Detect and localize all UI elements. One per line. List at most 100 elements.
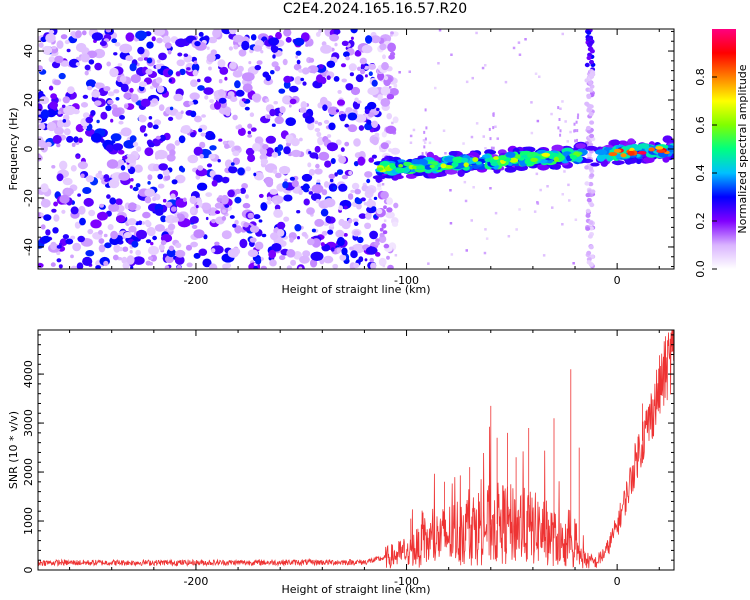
- heatmap-noise-cell: [253, 45, 263, 52]
- heatmap-noise-cell: [232, 223, 237, 228]
- heatmap-noise-cell: [250, 34, 257, 41]
- heatmap-noise-cell: [64, 39, 70, 45]
- heatmap-trace-cell: [398, 164, 404, 168]
- heatmap-noise-cell: [258, 219, 263, 223]
- heatmap-streak-cell: [588, 142, 594, 147]
- heatmap-trace-cell: [411, 165, 418, 170]
- heatmap-noise-cell: [61, 104, 66, 109]
- heatmap-noise-cell: [260, 202, 268, 211]
- heatmap-noise-cell: [221, 176, 230, 184]
- heatmap-noise-cell: [298, 266, 303, 269]
- heatmap-noise-cell: [269, 108, 276, 117]
- heatmap-noise-cell: [57, 110, 62, 115]
- heatmap-noise-cell: [285, 36, 292, 43]
- heatmap-noise-cell: [48, 85, 54, 91]
- heatmap-noise-cell: [109, 197, 117, 205]
- heatmap-noise-cell: [201, 114, 207, 118]
- heatmap-spike-cell: [492, 113, 495, 117]
- heatmap-noise-cell: [157, 183, 165, 189]
- heatmap-noise-cell: [224, 204, 230, 208]
- heatmap-noise-cell: [247, 249, 259, 258]
- heatmap-noise-cell: [365, 187, 375, 195]
- heatmap-noise-cell: [320, 76, 327, 85]
- heatmap-noise-cell: [333, 76, 340, 82]
- heatmap-sparse-cell: [471, 76, 474, 80]
- heatmap-noise-cell: [365, 246, 378, 255]
- heatmap-noise-cell: [82, 112, 90, 119]
- heatmap-sparse-cell: [438, 29, 442, 32]
- heatmap-noise-cell: [283, 75, 292, 83]
- heatmap-noise-cell: [170, 193, 176, 199]
- heatmap-noise-cell: [132, 256, 145, 265]
- heatmap-noise-cell: [315, 199, 321, 204]
- heatmap-noise-cell: [385, 125, 397, 134]
- heatmap-noise-cell: [254, 241, 264, 250]
- heatmap-noise-cell: [295, 50, 302, 56]
- heatmap-noise-cell: [354, 97, 359, 103]
- heatmap-sparse-cell: [536, 119, 540, 123]
- heatmap-noise-cell: [158, 244, 165, 251]
- heatmap-noise-cell: [296, 59, 301, 65]
- heatmap-noise-cell: [166, 248, 176, 258]
- heatmap-noise-cell: [129, 185, 133, 189]
- heatmap-noise-cell: [254, 64, 262, 71]
- heatmap-noise-cell: [58, 72, 66, 80]
- heatmap-trace-cell: [600, 159, 609, 167]
- heatmap-noise-cell: [325, 215, 332, 223]
- heatmap-x-tick-label: -200: [183, 274, 208, 287]
- heatmap-streak-cell: [587, 47, 593, 52]
- heatmap-noise-cell: [82, 187, 92, 194]
- heatmap-y-tick-label: 0: [22, 146, 35, 153]
- heatmap-noise-cell: [85, 79, 97, 88]
- heatmap-noise-cell: [94, 62, 103, 71]
- heatmap-sparse-cell: [470, 219, 473, 222]
- heatmap-noise-cell: [38, 139, 47, 148]
- heatmap-sparse-cell: [574, 218, 578, 221]
- heatmap-noise-cell: [299, 255, 310, 264]
- heatmap-noise-cell: [324, 160, 332, 168]
- heatmap-noise-cell: [390, 147, 401, 155]
- heatmap-noise-cell: [144, 196, 152, 204]
- heatmap-noise-cell: [318, 29, 323, 33]
- heatmap-noise-cell: [70, 265, 78, 269]
- heatmap-noise-cell: [168, 78, 172, 83]
- heatmap-noise-cell: [218, 195, 223, 199]
- heatmap-noise-cell: [169, 106, 174, 111]
- heatmap-sparse-cell: [465, 249, 468, 252]
- heatmap-noise-cell: [203, 234, 208, 240]
- heatmap-noise-cell: [133, 164, 143, 173]
- heatmap-noise-cell: [347, 124, 358, 133]
- heatmap-streak-cell: [588, 166, 594, 171]
- heatmap-noise-cell: [278, 112, 282, 117]
- heatmap-noise-cell: [119, 75, 127, 83]
- colorbar-tick-label: 0.0: [694, 260, 707, 278]
- heatmap-noise-cell: [278, 88, 286, 94]
- heatmap-noise-cell: [145, 239, 152, 244]
- heatmap-sparse-cell: [484, 64, 487, 67]
- heatmap-noise-cell: [273, 208, 283, 218]
- heatmap-noise-cell: [274, 65, 281, 72]
- heatmap-noise-cell: [56, 143, 61, 148]
- heatmap-trace-cell: [655, 146, 664, 150]
- heatmap-noise-cell: [51, 208, 57, 213]
- heatmap-noise-cell: [112, 143, 124, 151]
- heatmap-noise-cell: [170, 206, 177, 212]
- heatmap-noise-cell: [106, 194, 111, 199]
- heatmap-spike-cell: [559, 129, 562, 133]
- heatmap-noise-cell: [276, 221, 286, 230]
- heatmap-noise-cell: [193, 229, 205, 239]
- heatmap-spike-cell: [492, 126, 495, 130]
- heatmap-noise-cell: [90, 219, 102, 229]
- heatmap-noise-cell: [261, 233, 267, 238]
- heatmap-noise-cell: [383, 75, 389, 81]
- heatmap-noise-cell: [237, 127, 246, 136]
- heatmap-noise-cell: [148, 116, 153, 120]
- heatmap-noise-cell: [377, 182, 382, 188]
- heatmap-noise-cell: [83, 197, 94, 207]
- heatmap-noise-cell: [341, 40, 349, 46]
- heatmap-noise-cell: [77, 193, 81, 197]
- heatmap-x-tick-label: -100: [394, 274, 419, 287]
- heatmap-noise-cell: [301, 231, 308, 237]
- heatmap-noise-cell: [209, 145, 217, 151]
